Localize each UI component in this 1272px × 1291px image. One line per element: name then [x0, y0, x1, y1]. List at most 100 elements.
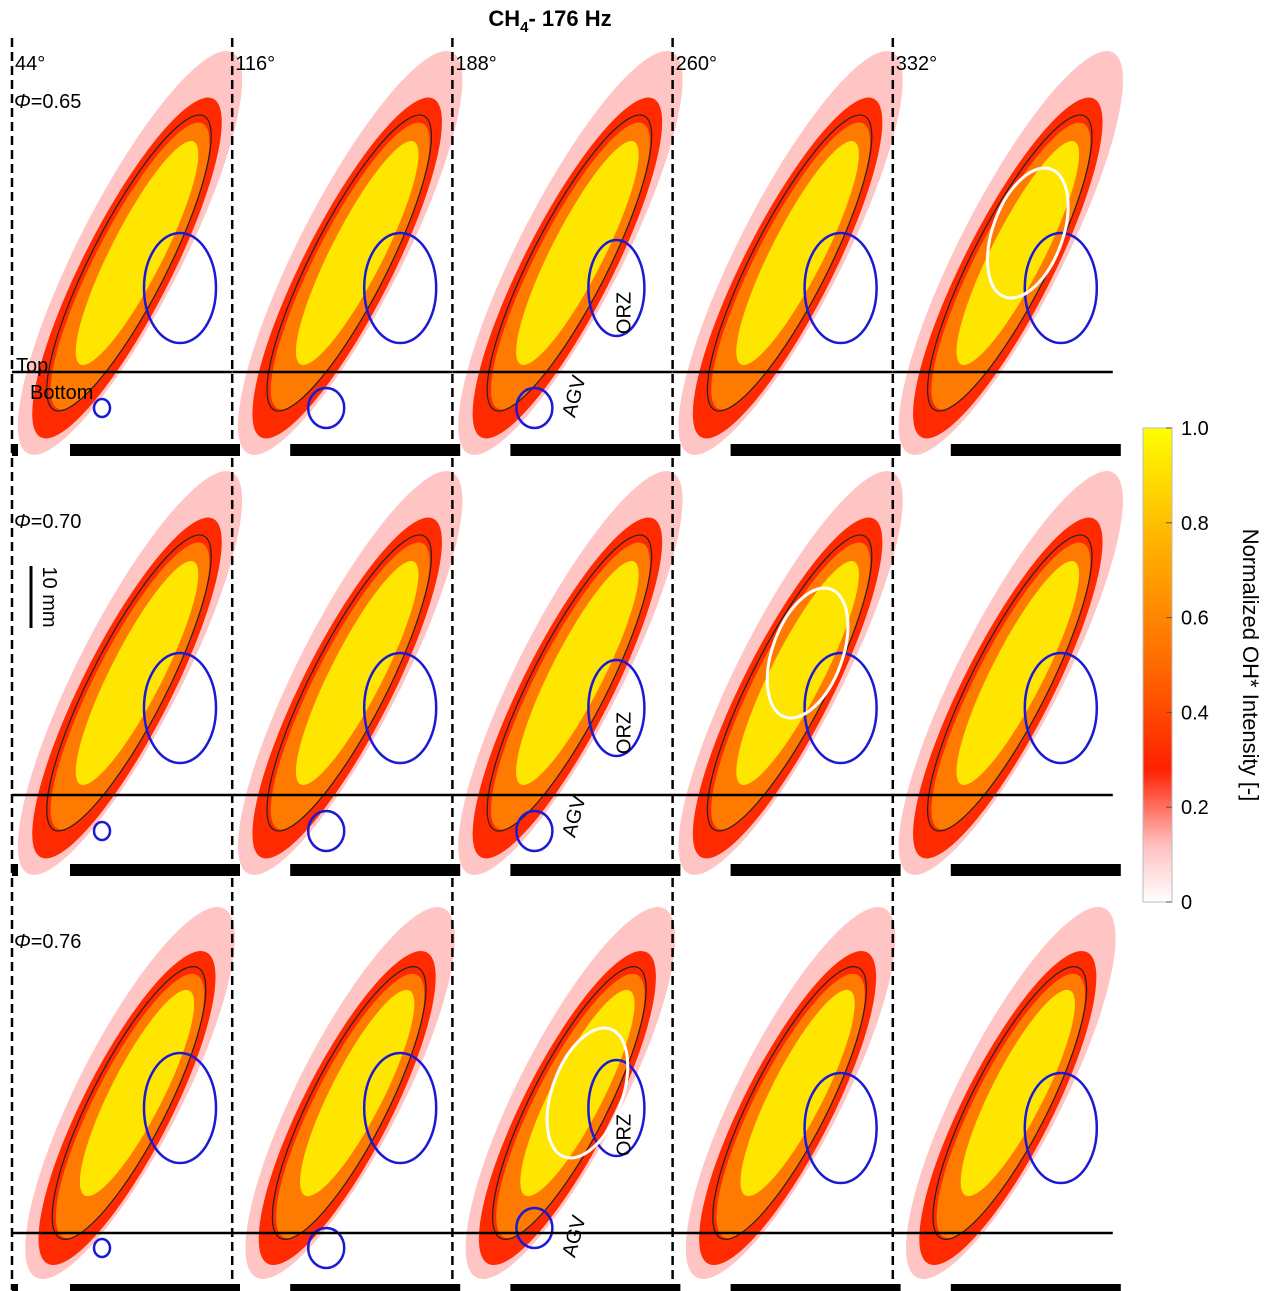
colorbar-tick-label: 0.4: [1181, 702, 1209, 724]
panel: [452, 907, 681, 1291]
recirculation-contour: [1023, 651, 1099, 765]
wall-stub: [12, 864, 18, 876]
flame-core: [520, 989, 635, 1197]
recirculation-contour: [1023, 1071, 1099, 1185]
orz-label: ORZ: [613, 292, 635, 334]
vortex-contour: [515, 809, 554, 853]
wall-bar: [730, 864, 901, 876]
phi-value: =0.65: [31, 91, 82, 113]
flame-contour: [266, 534, 433, 832]
flame-contour: [46, 534, 212, 832]
panel: [232, 471, 463, 876]
flame-core: [79, 989, 195, 1197]
title-subscript: 4: [520, 19, 529, 36]
wall-bar: [510, 444, 681, 456]
recirculation-contour: [803, 1071, 878, 1185]
panel: [452, 51, 683, 456]
column-label: 260°: [676, 53, 717, 75]
figure-title: CH4- 176 Hz: [488, 6, 611, 36]
panel: [892, 907, 1121, 1291]
wall-bar: [950, 444, 1121, 456]
recirculation-contour: [142, 651, 218, 765]
colorbar-tick-label: 0: [1181, 892, 1192, 914]
title-rest: - 176 Hz: [528, 6, 611, 31]
highlight-ellipse: [765, 586, 850, 720]
flame-contour: [926, 534, 1093, 832]
wall-bar: [70, 444, 240, 456]
wall-bar: [70, 864, 240, 876]
panel: [12, 471, 243, 876]
recirculation-contour: [362, 1051, 438, 1165]
panels: [12, 51, 1123, 1291]
wall-bar: [510, 1284, 681, 1291]
colorbar-tick-label: 0.8: [1181, 513, 1209, 535]
recirculation-contour: [142, 231, 218, 345]
agv-label: AGV: [559, 793, 591, 840]
flame-core: [300, 989, 415, 1197]
vortex-contour: [515, 1206, 554, 1250]
row-label: Φ=0.76: [14, 931, 81, 953]
flame-contour: [712, 966, 867, 1240]
wall-bar: [950, 1284, 1121, 1291]
vortex-contour: [515, 386, 554, 430]
phi-value: =0.76: [31, 931, 82, 953]
flame-contour: [932, 966, 1088, 1240]
column-label: 332°: [896, 53, 937, 75]
recirculation-contour: [362, 651, 438, 765]
wall-bar: [730, 444, 901, 456]
panel: [892, 51, 1123, 456]
wall-bar: [950, 864, 1121, 876]
panel: [672, 471, 903, 876]
phi-symbol: Φ: [14, 931, 31, 953]
phi-value: =0.70: [31, 511, 82, 533]
recirculation-contour: [362, 231, 438, 345]
orz-label: ORZ: [613, 1114, 635, 1156]
flame-core: [740, 989, 855, 1197]
agv-label: AGV: [559, 1213, 591, 1260]
recirculation-contour: [587, 658, 646, 758]
agv-label: AGV: [559, 373, 591, 420]
colorbar-tick-label: 0.2: [1181, 797, 1209, 819]
top-label: Top: [16, 355, 48, 377]
highlight-ellipse: [545, 1026, 630, 1160]
flame-contour: [51, 966, 207, 1240]
flame-contour: [266, 114, 433, 412]
vortex-contour: [306, 809, 346, 853]
wall-bar: [70, 1284, 240, 1291]
panel: [892, 471, 1123, 876]
recirculation-contour: [587, 238, 646, 338]
flame-core: [75, 141, 199, 365]
flame-contour: [926, 114, 1093, 412]
flame-contour: [706, 534, 873, 832]
vortex-contour: [306, 1226, 346, 1270]
colorbar-label: Normalized OH* Intensity [-]: [1238, 529, 1263, 802]
wall-bar: [290, 1284, 461, 1291]
vortex-contour: [92, 820, 112, 842]
panel: [12, 907, 240, 1291]
colorbar: [1142, 427, 1173, 903]
orz-label: ORZ: [613, 712, 635, 754]
bottom-label: Bottom: [30, 382, 93, 404]
flame-contour: [492, 966, 647, 1240]
column-label: 188°: [455, 53, 496, 75]
flame-contour: [706, 114, 873, 412]
colorbar-tick-label: 1.0: [1181, 418, 1209, 440]
panel: [12, 51, 243, 456]
recirculation-contour: [142, 1051, 218, 1165]
row-label: Φ=0.65: [14, 91, 81, 113]
phi-symbol: Φ: [14, 511, 31, 533]
flame-contour: [271, 966, 427, 1240]
wall-bar: [290, 864, 461, 876]
column-label: 116°: [235, 53, 275, 75]
row-label: Φ=0.70: [14, 511, 81, 533]
title-main: CH: [488, 6, 520, 31]
wall-stub: [12, 444, 18, 456]
vortex-contour: [306, 386, 346, 430]
recirculation-contour: [803, 231, 878, 345]
highlight-ellipse: [986, 166, 1070, 300]
flame-core: [736, 561, 859, 785]
scale-label: 10 mm: [38, 566, 60, 627]
flame-core: [960, 989, 1075, 1197]
recirculation-contour: [803, 651, 878, 765]
